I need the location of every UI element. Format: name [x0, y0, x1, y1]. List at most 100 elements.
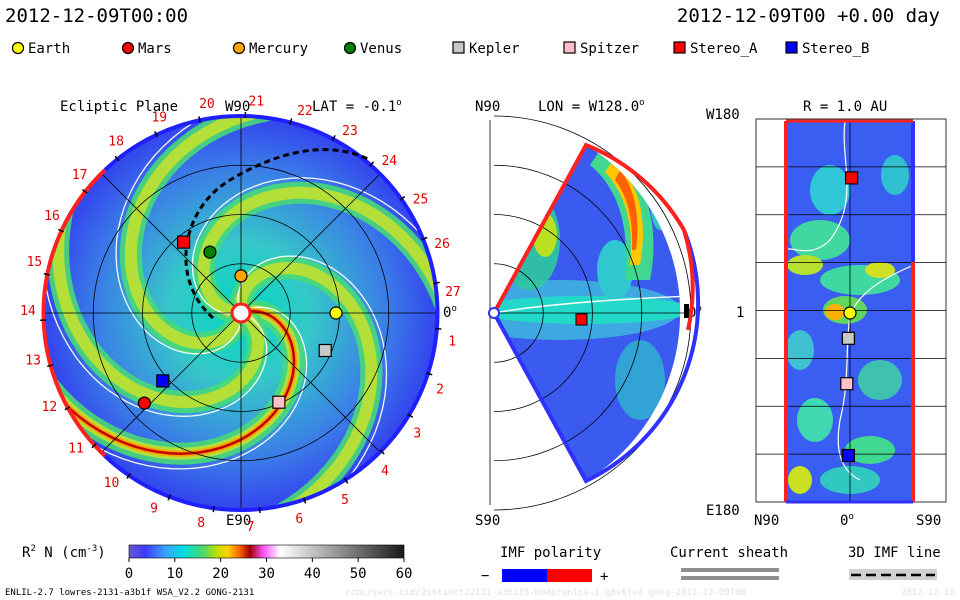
carrington-tick-1: 1: [448, 335, 456, 350]
ecliptic-panel: Ecliptic Plane LAT = -0.1o W90 E90 0o 12…: [20, 95, 461, 535]
legend-item-spitzer: Spitzer: [563, 41, 639, 57]
kepler-legend-marker: [452, 41, 465, 54]
legend-label-venus: Venus: [360, 41, 402, 57]
imf-polarity-legend: IMF polarity − +: [481, 545, 608, 585]
radial-label-n90: N90: [754, 513, 779, 529]
carrington-tick-7: 7: [247, 520, 255, 535]
radial-label-top-left: W180: [706, 107, 740, 123]
colorbar-tick-50: 50: [350, 566, 367, 582]
ecliptic-rim-negative: [103, 114, 440, 512]
carrington-tick-10: 10: [104, 476, 120, 491]
earth-legend-marker: [11, 41, 25, 55]
meridional-label-bottom: S90: [475, 513, 500, 529]
object-legend: Earth Mars Mercury Venus Kepler Spitzer Stereo…: [11, 41, 869, 57]
legend-item-kepler: Kepler: [452, 41, 520, 57]
legend-label-earth: Earth: [28, 41, 70, 57]
footer-run-id: ccmc/swrc-cid/2s6tsoctJ2131-a3b1f5-modpr…: [345, 588, 746, 598]
colorbar-label: R2 N (cm-3): [22, 544, 106, 561]
legend-item-mars: Mars: [121, 41, 172, 57]
radial-title: R = 1.0 AU: [803, 99, 887, 115]
carrington-tick-8: 8: [197, 516, 205, 531]
carrington-tick-14: 14: [20, 304, 36, 319]
carrington-tick-15: 15: [27, 255, 43, 270]
ecliptic-earth-marker: [329, 306, 343, 320]
colorbar-scale: [128, 544, 405, 559]
ecliptic-label-bottom: E90: [226, 513, 251, 529]
carrington-tick-21: 21: [248, 95, 264, 110]
ecliptic-spitzer-marker: [272, 395, 286, 409]
carrington-tick-4: 4: [381, 464, 389, 479]
current-sheath-label: Current sheath: [670, 545, 788, 561]
legend-item-venus: Venus: [343, 41, 402, 57]
legend-label-mars: Mars: [138, 41, 172, 57]
carrington-tick-13: 13: [25, 353, 41, 368]
mercury-legend-marker: [232, 41, 246, 55]
carrington-tick-25: 25: [413, 192, 429, 207]
ecliptic-label-top: W90: [225, 99, 250, 115]
ecliptic-stereo-a-marker: [177, 235, 191, 249]
footer-date: 2012-12-10: [901, 588, 955, 598]
carrington-tick-11: 11: [68, 442, 84, 457]
venus-legend-marker: [343, 41, 357, 55]
radial-earth-marker: [843, 306, 857, 320]
meridional-title: LON = W128.0o: [538, 98, 645, 115]
imf-minus: −: [481, 568, 489, 584]
imf-plus: +: [600, 569, 608, 585]
legend-item-stereo-b: Stereo_B: [785, 41, 869, 57]
radial-label-bottom-left: E180: [706, 503, 740, 519]
colorbar-tick-30: 30: [258, 566, 275, 582]
legend-item-stereo-a: Stereo_A: [673, 41, 758, 57]
carrington-tick-12: 12: [42, 400, 58, 415]
carrington-tick-24: 24: [381, 154, 397, 169]
carrington-tick-20: 20: [199, 97, 215, 112]
radial-kepler-marker: [841, 331, 856, 345]
colorbar: R2 N (cm-3) 0 10 20 30 40 50 60: [22, 544, 412, 582]
colorbar-tick-0: 0: [125, 566, 133, 582]
radial-label-0: 0o: [840, 512, 854, 529]
carrington-tick-18: 18: [108, 134, 124, 149]
imf-line-legend: 3D IMF line: [848, 545, 941, 580]
meridional-panel: N90 LON = W128.0o S90 0o: [475, 98, 702, 529]
carrington-tick-23: 23: [342, 124, 358, 139]
colorbar-tick-20: 20: [212, 566, 229, 582]
carrington-tick-26: 26: [434, 237, 450, 252]
carrington-tick-2: 2: [436, 383, 444, 398]
earth-field-line: [184, 148, 371, 320]
legend-item-earth: Earth: [11, 41, 70, 57]
ecliptic-mercury-marker: [234, 269, 248, 283]
carrington-tick-19: 19: [151, 110, 167, 125]
stereo-b-legend-marker: [785, 41, 798, 54]
timestamp-right: 2012-12-09T00 +0.00 day: [677, 5, 940, 27]
carrington-tick-22: 22: [297, 104, 313, 119]
colorbar-tick-10: 10: [166, 566, 183, 582]
imf-negative-swatch: [502, 569, 547, 582]
ecliptic-title: Ecliptic Plane: [60, 99, 178, 115]
ecliptic-kepler-marker: [318, 343, 332, 358]
spitzer-legend-marker: [563, 41, 576, 54]
mars-legend-marker: [121, 41, 135, 55]
legend-label-kepler: Kepler: [469, 41, 520, 57]
ecliptic-stereo-b-marker: [156, 374, 170, 388]
meridional-rim-north: [492, 142, 686, 314]
radial-label-mid-left: 1: [736, 305, 744, 321]
radial-stereo-b-marker: [841, 448, 856, 463]
meridional-rim-south: [492, 229, 701, 484]
carrington-tick-6: 6: [295, 512, 303, 527]
carrington-tick-27: 27: [445, 285, 461, 300]
ecliptic-mars-marker: [137, 396, 151, 410]
footer-model: ENLIL-2.7 lowres-2131-a3b1f WSA_V2.2 GON…: [5, 588, 254, 598]
radial-spitzer-marker: [840, 377, 854, 391]
imf-line-label: 3D IMF line: [848, 545, 941, 561]
stereo-a-legend-marker: [673, 41, 686, 54]
carrington-tick-9: 9: [150, 501, 158, 516]
carrington-tick-17: 17: [72, 168, 88, 183]
carrington-tick-3: 3: [413, 427, 421, 442]
ecliptic-rim-positive: [41, 168, 107, 458]
colorbar-tick-60: 60: [396, 566, 413, 582]
ecliptic-label-right: 0o: [443, 304, 457, 321]
carrington-tick-5: 5: [341, 493, 349, 508]
legend-item-mercury: Mercury: [232, 41, 308, 57]
radial-panel: R = 1.0 AU W180 E180 1 N90 0o S90: [706, 99, 947, 529]
imf-positive-swatch: [547, 569, 592, 582]
